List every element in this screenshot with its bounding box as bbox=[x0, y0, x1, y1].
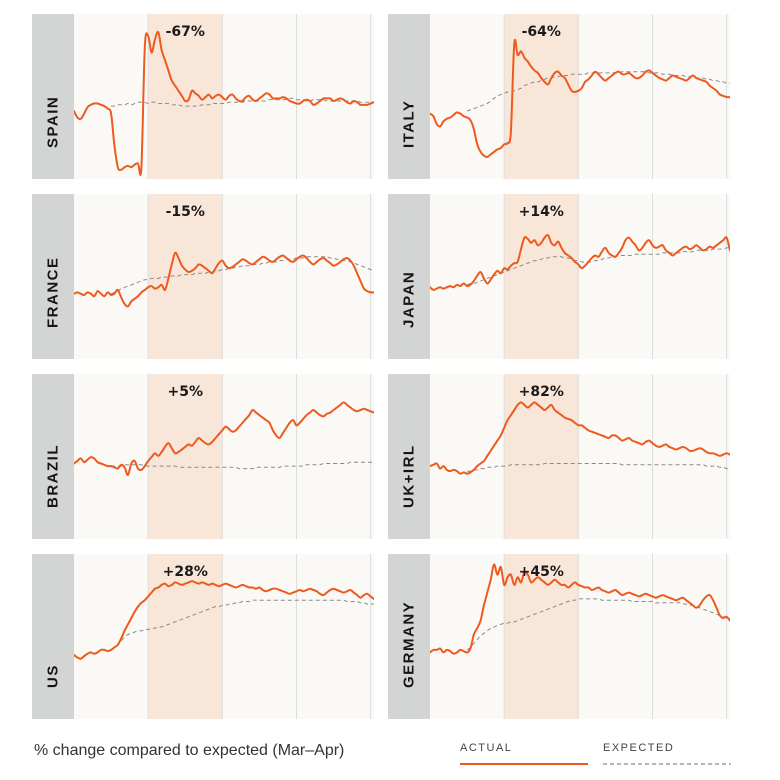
country-label: GERMANY bbox=[400, 600, 418, 688]
plot-background bbox=[74, 554, 374, 719]
legend-expected-swatch bbox=[603, 763, 731, 765]
plot-background bbox=[430, 374, 730, 539]
chart-panel: GERMANY +45% bbox=[388, 554, 730, 719]
lockdown-highlight bbox=[504, 194, 579, 359]
percent-change-label: +82% bbox=[519, 384, 564, 400]
series-expected-line bbox=[467, 462, 730, 472]
plot-background bbox=[74, 374, 374, 539]
percent-change-label: -67% bbox=[166, 24, 205, 40]
country-sidebar: BRAZIL bbox=[32, 374, 74, 539]
chart-panel: ITALY -64% bbox=[388, 14, 730, 179]
chart-panel: BRAZIL +5% bbox=[32, 374, 374, 539]
lockdown-highlight bbox=[148, 374, 223, 539]
percent-change-label: +5% bbox=[167, 384, 203, 400]
country-sidebar: US bbox=[32, 554, 74, 719]
legend-expected: EXPECTED bbox=[603, 742, 731, 765]
lockdown-highlight bbox=[148, 554, 223, 719]
plot-background bbox=[430, 194, 730, 359]
country-sidebar: SPAIN bbox=[32, 14, 74, 179]
percent-change-label: +28% bbox=[163, 564, 208, 580]
line-chart: -64% bbox=[430, 14, 730, 179]
series-actual-line bbox=[74, 401, 374, 477]
line-chart: -15% bbox=[74, 194, 374, 359]
plot-background bbox=[430, 14, 730, 179]
country-sidebar: ITALY bbox=[388, 14, 430, 179]
lockdown-highlight bbox=[504, 374, 579, 539]
country-label: JAPAN bbox=[400, 270, 418, 328]
series-actual-line bbox=[430, 38, 730, 159]
country-sidebar: FRANCE bbox=[32, 194, 74, 359]
chart-panel: JAPAN +14% bbox=[388, 194, 730, 359]
series-actual-line bbox=[74, 580, 374, 660]
country-label: FRANCE bbox=[44, 256, 62, 329]
country-label: SPAIN bbox=[44, 95, 62, 148]
country-label: US bbox=[44, 664, 62, 688]
line-chart: +28% bbox=[74, 554, 374, 719]
plot-background bbox=[74, 14, 374, 179]
series-expected-line bbox=[111, 461, 374, 470]
legend-actual-label: ACTUAL bbox=[460, 742, 513, 754]
country-label: UK+IRL bbox=[400, 444, 418, 508]
plot-background bbox=[74, 194, 374, 359]
chart-panel: UK+IRL +82% bbox=[388, 374, 730, 539]
country-sidebar: GERMANY bbox=[388, 554, 430, 719]
series-actual-line bbox=[430, 563, 730, 655]
line-chart: +82% bbox=[430, 374, 730, 539]
series-expected-line bbox=[111, 97, 374, 107]
series-expected-line bbox=[466, 598, 730, 651]
series-actual-line bbox=[430, 401, 730, 475]
percent-change-label: +14% bbox=[519, 204, 564, 220]
series-actual-line bbox=[74, 251, 374, 308]
line-chart: -67% bbox=[74, 14, 374, 179]
series-expected-line bbox=[110, 256, 374, 295]
legend-actual-swatch bbox=[460, 763, 588, 765]
country-sidebar: JAPAN bbox=[388, 194, 430, 359]
percent-change-label: -15% bbox=[166, 204, 205, 220]
lockdown-highlight bbox=[148, 194, 223, 359]
country-label: BRAZIL bbox=[44, 444, 62, 508]
series-expected-line bbox=[110, 599, 374, 651]
series-actual-line bbox=[430, 233, 730, 291]
footer-caption: % change compared to expected (Mar–Apr) bbox=[34, 742, 345, 759]
percent-change-label: +45% bbox=[519, 564, 564, 580]
percent-change-label: -64% bbox=[522, 24, 561, 40]
country-label: ITALY bbox=[400, 99, 418, 148]
series-expected-line bbox=[466, 247, 730, 286]
country-sidebar: UK+IRL bbox=[388, 374, 430, 539]
line-chart: +5% bbox=[74, 374, 374, 539]
chart-panel: FRANCE -15% bbox=[32, 194, 374, 359]
series-actual-line bbox=[74, 30, 374, 176]
chart-panel: SPAIN -67% bbox=[32, 14, 374, 179]
line-chart: +45% bbox=[430, 554, 730, 719]
plot-background bbox=[430, 554, 730, 719]
legend-actual: ACTUAL bbox=[460, 742, 588, 765]
chart-panel: US +28% bbox=[32, 554, 374, 719]
line-chart: +14% bbox=[430, 194, 730, 359]
legend-expected-label: EXPECTED bbox=[603, 742, 675, 754]
